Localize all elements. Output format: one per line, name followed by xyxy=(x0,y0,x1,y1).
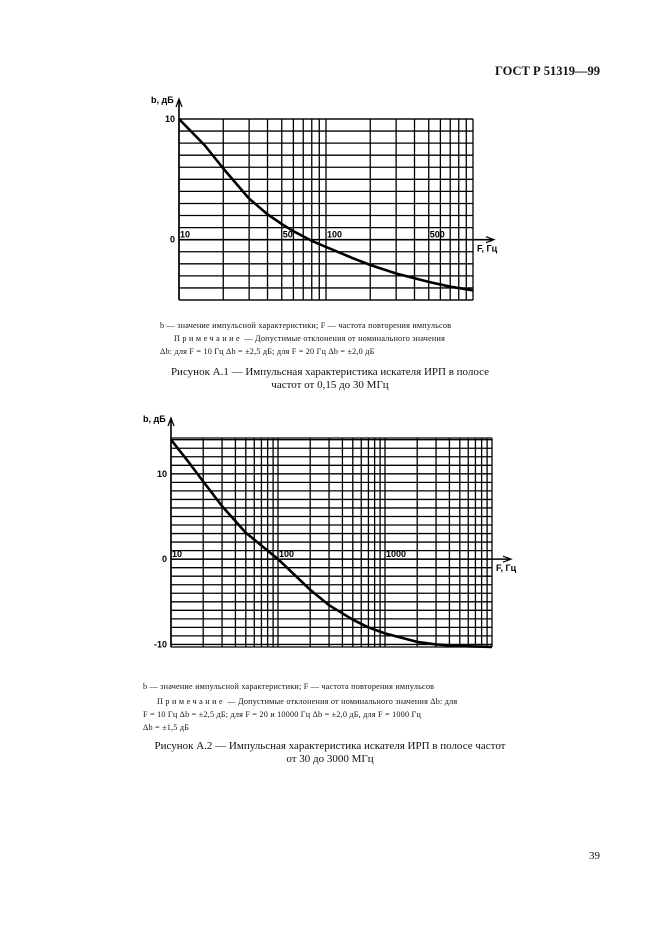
caption-line: Рисунок А.2 — Импульсная характеристика … xyxy=(154,740,506,752)
response-curve xyxy=(178,118,474,292)
y-tick-label: 10 xyxy=(165,114,175,124)
response-curve xyxy=(169,438,493,649)
caption-line: Рисунок А.1 — Импульсная характеристика … xyxy=(170,366,490,378)
document-header: ГОСТ Р 51319—99 xyxy=(494,64,600,78)
caption-line: частот от 0,15 до 30 МГц xyxy=(271,379,389,391)
figure-a1-note-label: Примечание xyxy=(174,334,243,343)
x-tick-label: 50 xyxy=(283,230,293,240)
x-tick-label: 500 xyxy=(430,230,445,240)
figure-a1-note-line: — Допустимые отклонения от номинального … xyxy=(242,334,446,343)
x-tick-label: 100 xyxy=(279,549,294,559)
figure-a2-note-line: Δb = ±1,5 дБ xyxy=(143,723,190,732)
x-axis-arrow-icon xyxy=(502,555,513,563)
y-tick-label: 0 xyxy=(170,235,175,245)
page-number: 39 xyxy=(589,850,600,862)
figure-a2-note-label: Примечание xyxy=(157,697,226,706)
figure-a1-caption: Рисунок А.1 — Импульсная характеристика … xyxy=(140,366,520,392)
figure-a2-note-line: F = 10 Гц Δb = ±2,5 дБ; для F = 20 и 100… xyxy=(143,710,422,719)
figure-a1-note-line: Δb: для F = 10 Гц Δb = ±2,5 дБ; для F = … xyxy=(160,347,375,356)
y-tick-label: 0 xyxy=(162,554,167,564)
x-axis-label: F, Гц xyxy=(477,244,498,254)
x-tick-label: 10 xyxy=(172,549,182,559)
y-axis-arrow-icon xyxy=(167,416,175,427)
y-axis-arrow-icon xyxy=(175,97,183,108)
y-axis-label: b, дБ xyxy=(143,414,166,424)
y-tick-label: 10 xyxy=(157,469,167,479)
x-axis-label: F, Гц xyxy=(496,563,517,573)
figure-a2-caption: Рисунок А.2 — Импульсная характеристика … xyxy=(130,740,530,766)
figure-a2-notes: b — значение импульсной характеристики; … xyxy=(143,680,521,734)
x-axis-arrow-icon xyxy=(485,236,496,244)
figure-a1-notes: b — значение импульсной характеристики; … xyxy=(160,319,505,358)
caption-line: от 30 до 3000 МГц xyxy=(286,753,374,765)
figure-a1-legend-line: b — значение импульсной характеристики; … xyxy=(160,321,452,330)
figure-a2-note-line: — Допустимые отклонения от номинального … xyxy=(225,697,458,706)
x-tick-label: 1000 xyxy=(386,549,406,559)
figure-a2-legend-line: b — значение импульсной характеристики; … xyxy=(143,682,435,691)
y-axis-label: b, дБ xyxy=(151,95,174,105)
x-tick-label: 10 xyxy=(180,230,190,240)
y-tick-label: -10 xyxy=(154,639,167,649)
x-tick-label: 100 xyxy=(327,230,342,240)
